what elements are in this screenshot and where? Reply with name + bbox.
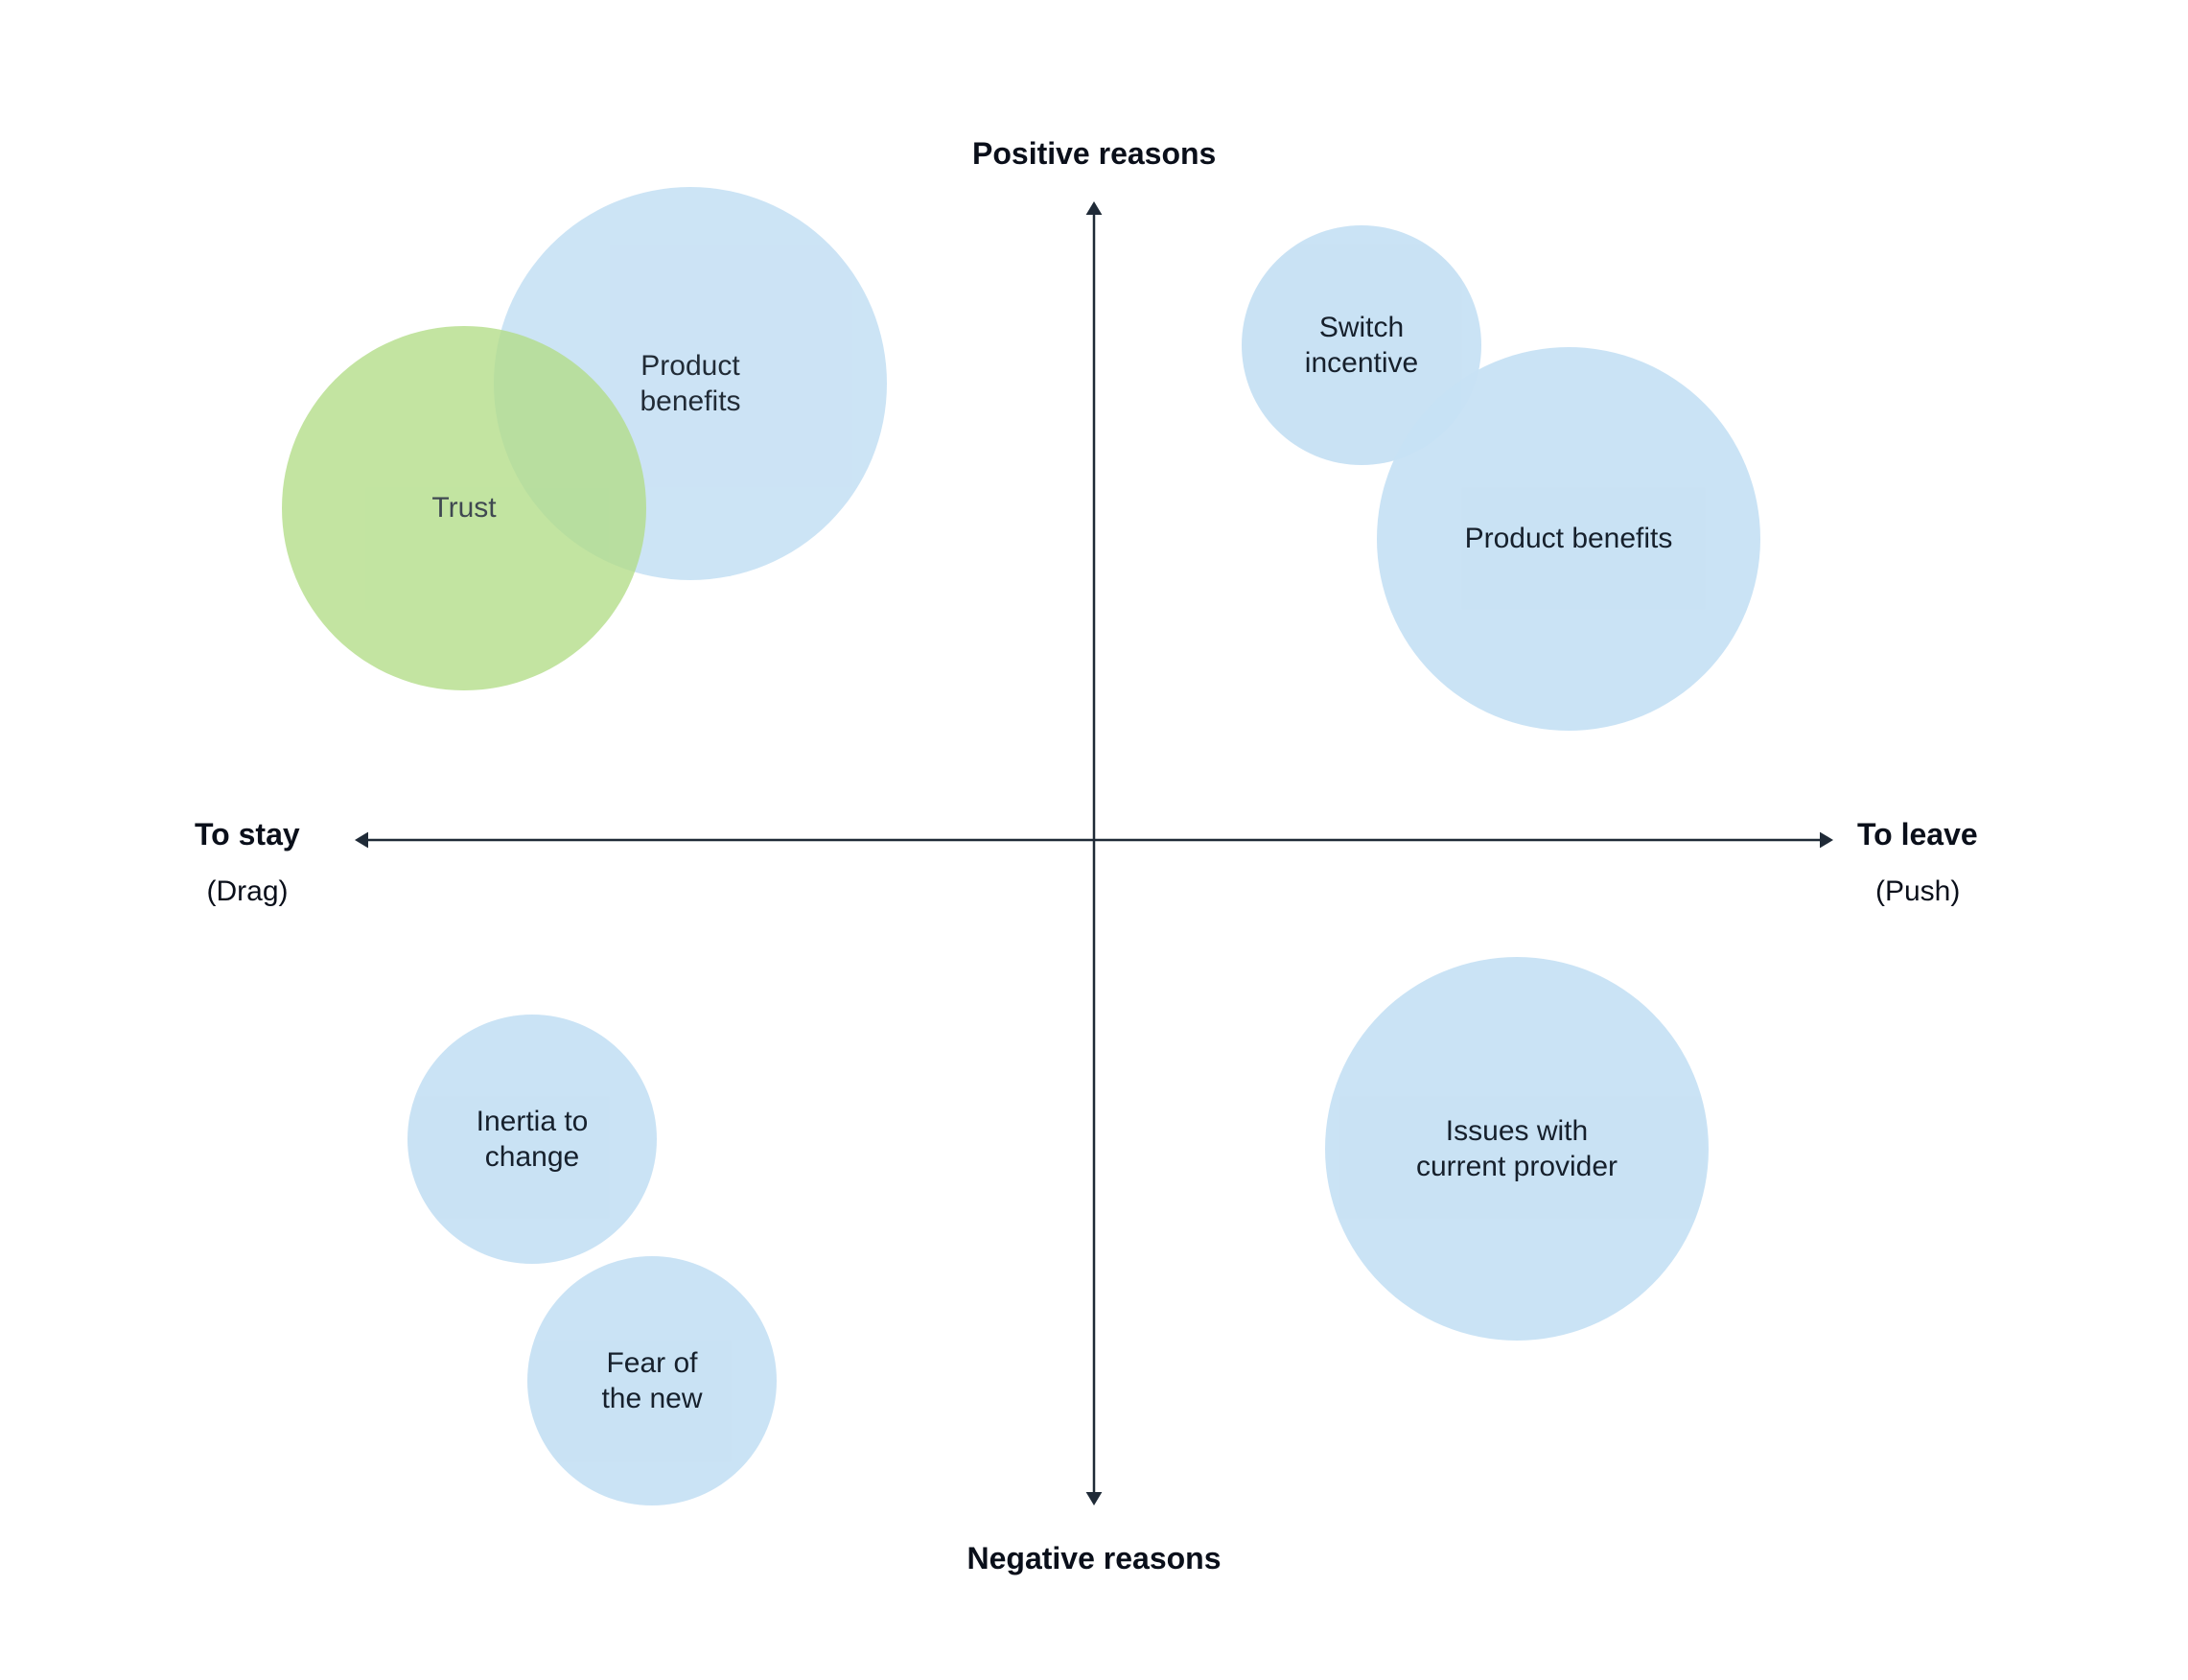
- bubble-issues-current-provider: Issues with current provider: [1325, 957, 1709, 1341]
- axis-label-top: Positive reasons: [972, 136, 1216, 172]
- axis-label-left-title: To stay: [195, 817, 300, 852]
- bubble-label: Issues with current provider: [1416, 1113, 1618, 1185]
- bubble-label: Product benefits: [1465, 521, 1673, 557]
- axis-label-bottom: Negative reasons: [967, 1541, 1222, 1576]
- axis-label-left-sub: (Drag): [207, 875, 289, 908]
- bubble-product-benefits-right: Product benefits: [1377, 347, 1760, 731]
- bubble-label: Product benefits: [640, 348, 740, 420]
- quadrant-diagram: Product benefits Trust Switch incentive Pro…: [0, 0, 2188, 1680]
- bubble-fear-of-the-new: Fear of the new: [527, 1256, 777, 1505]
- bubble-label: Inertia to change: [477, 1104, 589, 1176]
- bubble-label: Switch incentive: [1305, 310, 1418, 382]
- bubble-inertia-to-change: Inertia to change: [407, 1015, 657, 1264]
- bubble-label: Trust: [431, 490, 496, 526]
- bubble-label: Fear of the new: [601, 1345, 702, 1417]
- axis-label-right-sub: (Push): [1875, 875, 1960, 908]
- bubble-trust: Trust: [282, 326, 646, 690]
- axis-label-right-title: To leave: [1857, 817, 1978, 852]
